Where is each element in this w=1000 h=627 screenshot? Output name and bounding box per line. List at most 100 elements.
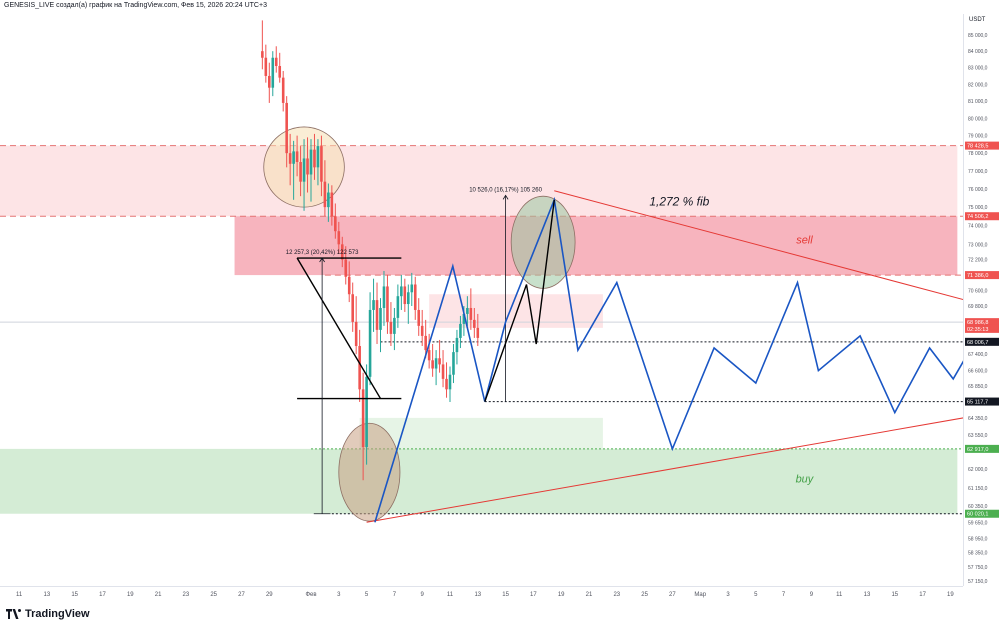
candle-body-18	[323, 181, 327, 208]
price-tick-label: 74 000,0	[968, 224, 988, 230]
candle-body-51	[438, 358, 441, 365]
price-label-text-3: 68 986,8	[967, 320, 988, 326]
candle-body-53	[445, 378, 448, 390]
tradingview-logo-icon	[6, 609, 21, 619]
price-tick-label: 73 000,0	[968, 242, 988, 248]
price-label-text-0: 78 428,5	[967, 144, 988, 150]
price-label-text-7: 62 917,0	[967, 447, 988, 453]
time-tick-label: 27	[669, 592, 676, 598]
axis-unit-label: USDT	[969, 17, 986, 23]
candle-body-42	[407, 292, 410, 305]
candle-body-12	[302, 158, 306, 182]
candle-body-57	[459, 323, 462, 338]
time-tick-label: 11	[447, 592, 454, 598]
candle-body-4	[274, 57, 278, 66]
candle-body-24	[344, 259, 348, 277]
candle-body-22	[337, 231, 341, 245]
time-tick-label: 9	[421, 592, 425, 598]
candle-body-13	[306, 158, 309, 175]
time-tick-label: 17	[530, 592, 537, 598]
time-tick-label: 29	[266, 592, 273, 598]
candle-body-40	[400, 286, 403, 297]
candle-body-6	[281, 77, 285, 103]
candle-body-58	[462, 313, 466, 324]
price-tick-label: 85 000,0	[968, 33, 988, 39]
price-tick-label: 62 000,0	[968, 467, 988, 473]
candle-body-61	[473, 319, 476, 328]
candle-body-14	[309, 149, 313, 175]
price-label-box-2	[965, 271, 999, 280]
price-axis-svg[interactable]: USDT 85 000,0 84 000,0 83 000,0 82 000,0 81 0…	[964, 14, 1000, 586]
price-label-box-7	[965, 444, 999, 453]
candle-body-26	[351, 294, 354, 322]
time-tick-label: 13	[44, 592, 51, 598]
price-tick-label: 60 350,0	[968, 504, 988, 510]
highlight-ellipse-1	[338, 422, 401, 522]
candle-body-50	[434, 358, 438, 369]
brand-label: TradingView	[25, 608, 90, 620]
time-axis-svg[interactable]: 11 13 15 17 19 21 23 25 27 29 Фев 3 5 7 9 11 13 15 17 19 21 2…	[0, 587, 963, 601]
price-label-box-6	[965, 397, 999, 406]
time-axis[interactable]: 11 13 15 17 19 21 23 25 27 29 Фев 3 5 7 9 11 13 15 17 19 21 2…	[0, 586, 963, 601]
annotation-buy: buy	[796, 473, 815, 485]
price-tick-label: 57 150,0	[968, 579, 988, 585]
candle-body-23	[340, 244, 344, 260]
candle-body-21	[334, 216, 337, 232]
measure-label-0: 12 257,3 (20,42%) 122 573	[286, 250, 359, 256]
price-tick-label: 77 000,0	[968, 169, 988, 175]
time-tick-label: 3	[726, 592, 730, 598]
price-label-box-0	[965, 141, 999, 150]
candle-body-1	[264, 57, 268, 76]
time-tick-label: 23	[613, 592, 620, 598]
time-tick-label: 19	[558, 592, 565, 598]
candle-body-37	[389, 321, 393, 334]
annotation-1-272-fib: 1,272 % fib	[649, 194, 709, 208]
measure-arrow-0	[319, 257, 325, 263]
projection-path-line	[374, 196, 1000, 523]
price-tick-label: 83 000,0	[968, 66, 988, 72]
candle-body-62	[476, 327, 480, 338]
time-tick-label: 15	[71, 592, 78, 598]
price-tick-label: 66 600,0	[968, 369, 988, 375]
price-tick-label: 64 350,0	[968, 416, 988, 422]
annotation-sell: sell	[796, 234, 813, 246]
price-tick-label: 72 200,0	[968, 257, 988, 263]
candle-body-0	[261, 51, 264, 58]
candle-body-34	[379, 307, 382, 330]
zone-4	[429, 294, 603, 328]
chart-area[interactable]: 12 257,3 (20,42%) 122 573 10 526,0 (16,17…	[0, 14, 1000, 586]
chart-header: GENESIS_LIVE создал(а) график на Trading…	[4, 2, 267, 9]
triangle-diagonal-line	[296, 257, 382, 399]
candle-body-59	[466, 307, 469, 314]
time-tick-label: 19	[947, 592, 954, 598]
time-tick-label: 5	[754, 592, 758, 598]
time-tick-label: 23	[183, 592, 190, 598]
price-axis[interactable]: USDT 85 000,0 84 000,0 83 000,0 82 000,0 81 0…	[963, 14, 1000, 586]
price-tick-label: 70 600,0	[968, 288, 988, 294]
price-tick-label: 67 400,0	[968, 352, 988, 358]
candle-body-35	[382, 286, 386, 308]
price-tick-label: 78 000,0	[968, 151, 988, 157]
trendline-0	[366, 410, 1000, 523]
candle-body-16	[316, 146, 320, 168]
time-tick-label: Фев	[305, 592, 316, 598]
time-tick-label: 27	[238, 592, 245, 598]
price-label-text-5: 68 006,7	[967, 340, 988, 346]
chart-plot-svg[interactable]: 12 257,3 (20,42%) 122 573 10 526,0 (16,17…	[0, 14, 1000, 586]
candle-body-38	[393, 317, 396, 334]
candle-body-56	[455, 337, 459, 353]
price-tick-label: 69 800,0	[968, 304, 988, 310]
candle-body-54	[448, 374, 452, 390]
candle-body-48	[427, 350, 431, 361]
price-tick-label: 76 000,0	[968, 187, 988, 193]
time-tick-label: 21	[586, 592, 593, 598]
candle-body-28	[358, 346, 361, 390]
measure-label-1: 10 526,0 (16,17%) 105 260	[469, 187, 542, 193]
price-tick-label: 82 000,0	[968, 82, 988, 88]
candle-body-25	[347, 276, 351, 295]
price-tick-label: 58 350,0	[968, 551, 988, 557]
price-label-box-3	[965, 318, 999, 327]
price-tick-label: 61 150,0	[968, 486, 988, 492]
tradingview-brand[interactable]: TradingView	[6, 605, 90, 623]
time-tick-label: 9	[810, 592, 814, 598]
